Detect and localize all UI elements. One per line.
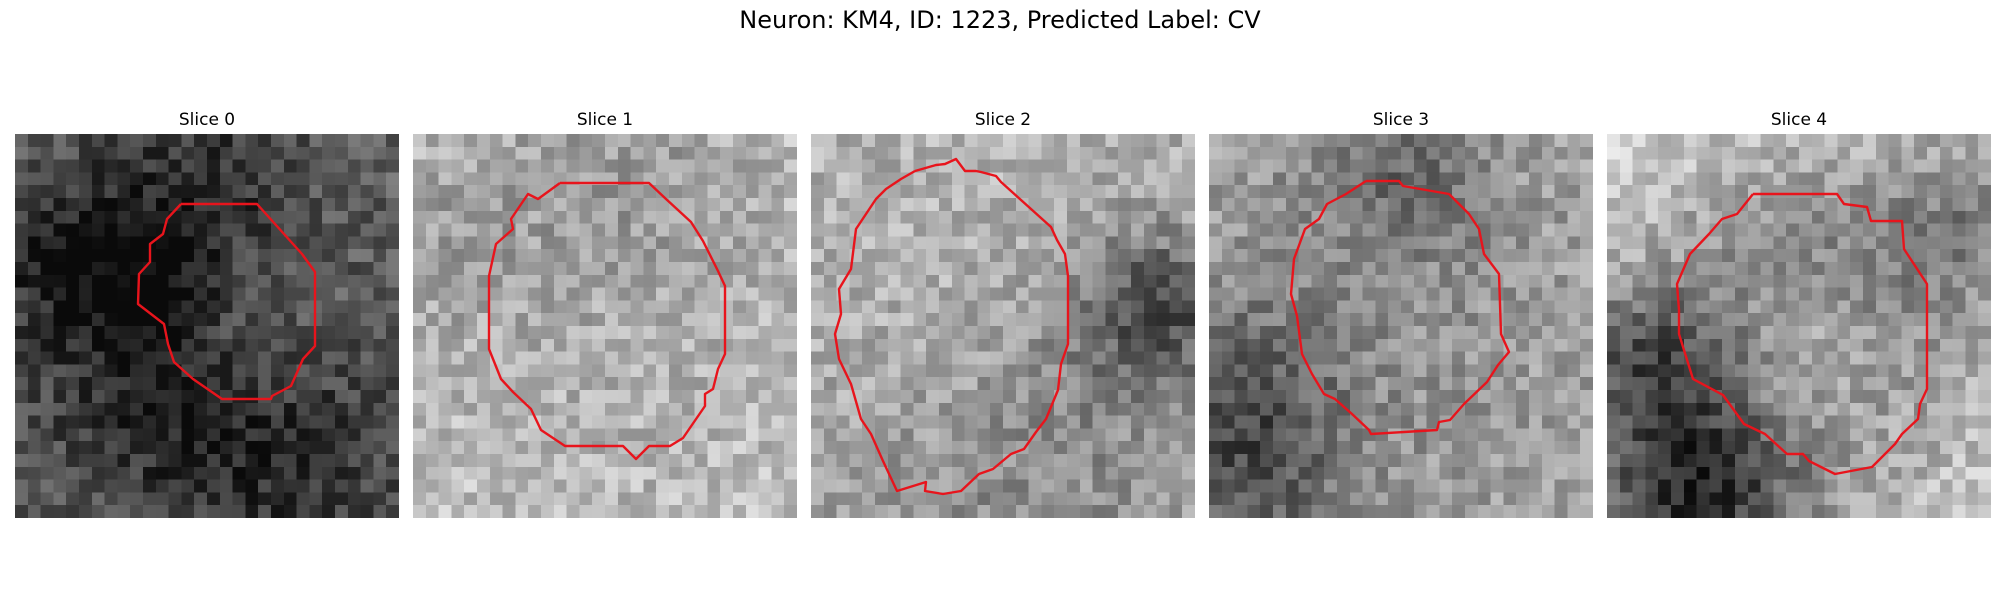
slice-title: Slice 4 xyxy=(1770,110,1828,130)
contour-line xyxy=(136,202,317,401)
slice-image xyxy=(15,134,399,518)
slice-title: Slice 3 xyxy=(1372,110,1430,130)
roi-contour xyxy=(487,181,727,461)
slice-image xyxy=(1607,134,1991,518)
grayscale-patch xyxy=(1209,134,1593,518)
roi-contour xyxy=(1675,192,1929,476)
grayscale-patch xyxy=(811,134,1195,518)
contour-line xyxy=(1675,192,1929,476)
roi-contour xyxy=(833,157,1070,496)
slice-title: Slice 1 xyxy=(576,110,634,130)
contour-line xyxy=(487,181,727,461)
slice-image xyxy=(1209,134,1593,518)
roi-contour xyxy=(1289,179,1511,436)
grayscale-patch xyxy=(15,134,399,518)
slice-image xyxy=(413,134,797,518)
slice-title: Slice 0 xyxy=(178,110,236,130)
roi-contour xyxy=(136,202,317,401)
slice-title: Slice 2 xyxy=(974,110,1032,130)
figure-title: Neuron: KM4, ID: 1223, Predicted Label: … xyxy=(739,6,1261,34)
grayscale-patch xyxy=(413,134,797,518)
contour-line xyxy=(1289,179,1511,436)
slice-image xyxy=(811,134,1195,518)
contour-line xyxy=(833,157,1070,496)
